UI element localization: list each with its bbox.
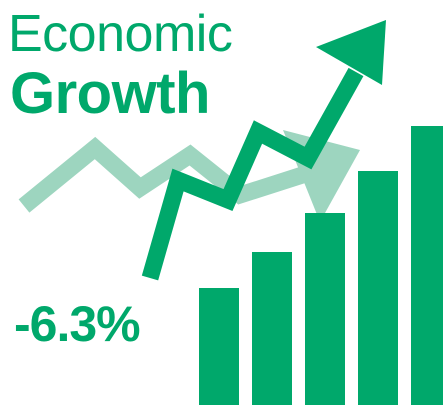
bar-1 <box>199 288 239 405</box>
bar-2 <box>252 252 292 405</box>
rising-arrow-icon <box>141 20 386 281</box>
title-economic: Economic <box>8 5 233 63</box>
bar-3 <box>305 213 345 405</box>
rising-arrow-line <box>141 67 364 281</box>
growth-value: -6.3% <box>14 296 141 352</box>
rising-arrowhead <box>316 20 386 85</box>
bar-4 <box>358 171 398 405</box>
bar-5 <box>411 126 443 405</box>
faded-trend-line <box>18 136 321 213</box>
title-growth: Growth <box>10 61 210 126</box>
bar-chart-icon <box>199 126 443 405</box>
